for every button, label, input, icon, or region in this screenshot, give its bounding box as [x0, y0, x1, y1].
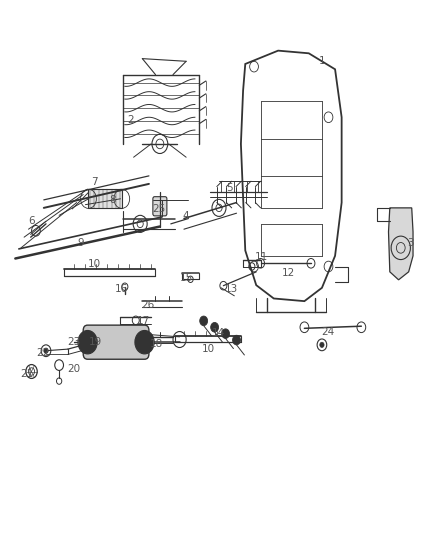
Text: 25: 25: [152, 204, 165, 214]
Text: 11: 11: [255, 252, 268, 262]
FancyBboxPatch shape: [83, 325, 149, 359]
Text: 4: 4: [183, 211, 190, 221]
Text: 26: 26: [141, 300, 155, 310]
Text: 12: 12: [282, 268, 295, 278]
Text: 21: 21: [21, 369, 34, 379]
Circle shape: [320, 342, 324, 348]
Circle shape: [211, 322, 219, 332]
Text: 15: 15: [180, 273, 193, 283]
FancyBboxPatch shape: [153, 197, 167, 216]
Text: 10: 10: [88, 259, 101, 269]
Text: 20: 20: [67, 364, 80, 374]
Text: 16: 16: [115, 284, 128, 294]
Bar: [88, 189, 122, 208]
Text: 7: 7: [91, 177, 98, 187]
Text: 5: 5: [226, 183, 233, 192]
Text: 18: 18: [150, 339, 163, 349]
Text: 1: 1: [318, 56, 325, 66]
Text: 17: 17: [137, 316, 150, 326]
Text: 23: 23: [67, 337, 80, 347]
Text: 3: 3: [407, 238, 414, 247]
Circle shape: [233, 335, 240, 345]
Text: 13: 13: [225, 284, 238, 294]
Text: 8: 8: [110, 195, 117, 205]
Text: 6: 6: [28, 216, 35, 226]
Polygon shape: [389, 208, 413, 280]
Circle shape: [78, 330, 97, 354]
Text: 24: 24: [321, 327, 334, 336]
Text: 19: 19: [89, 337, 102, 347]
Circle shape: [135, 330, 154, 354]
Circle shape: [200, 316, 208, 326]
Text: 14: 14: [212, 328, 225, 338]
Circle shape: [44, 348, 48, 353]
Text: 22: 22: [36, 348, 49, 358]
Text: 10: 10: [201, 344, 215, 354]
Circle shape: [222, 329, 230, 338]
Text: 2: 2: [127, 115, 134, 125]
Text: 9: 9: [78, 238, 85, 247]
